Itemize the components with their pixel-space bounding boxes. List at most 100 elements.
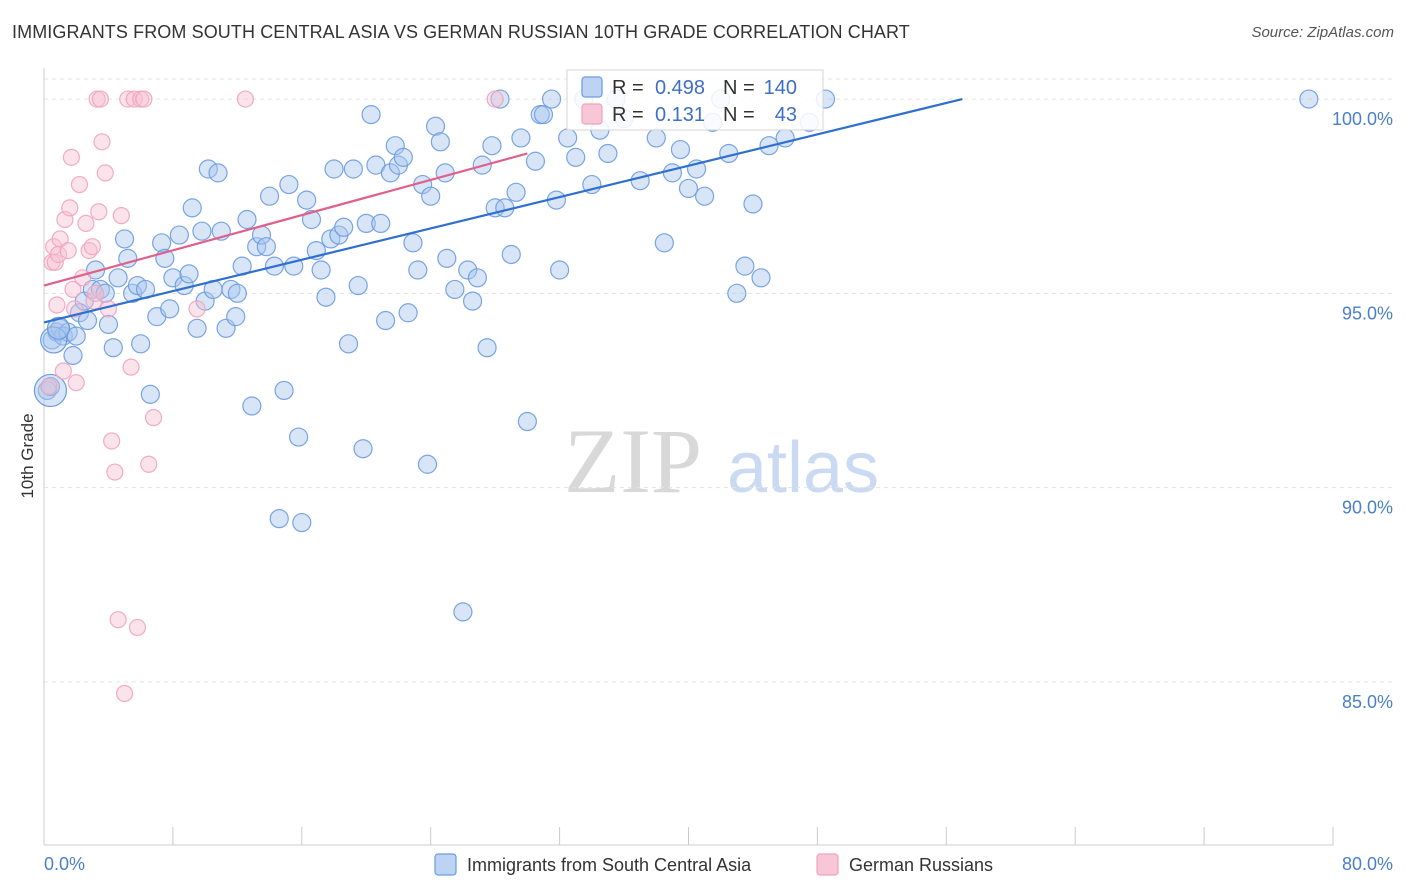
data-point-large [46, 316, 71, 340]
data-point [48, 296, 66, 314]
stats-legend: R = 0.498 N = 140 R = 0.131 N = 43 [566, 69, 824, 131]
data-point [62, 148, 80, 166]
data-point [152, 233, 172, 253]
chart-source: Source: ZipAtlas.com [1251, 24, 1394, 41]
data-point [743, 194, 763, 214]
chart-title: IMMIGRANTS FROM SOUTH CENTRAL ASIA VS GE… [12, 22, 910, 42]
data-point [103, 338, 123, 358]
data-point [108, 268, 128, 288]
data-point [566, 147, 586, 167]
data-point [393, 147, 413, 167]
data-point [140, 455, 158, 473]
data-point [654, 233, 674, 253]
data-point [54, 362, 72, 380]
series-legend: Immigrants from South Central Asia Germa… [434, 853, 993, 876]
data-point [425, 116, 446, 136]
data-point [348, 275, 368, 296]
data-point [361, 105, 381, 125]
data-point [86, 284, 105, 302]
data-point [135, 90, 153, 108]
data-point [324, 159, 344, 179]
data-point [408, 260, 428, 280]
data-point [91, 90, 109, 108]
stats-swatch-blue [581, 76, 603, 98]
data-point [279, 174, 299, 195]
data-point [356, 213, 376, 233]
data-point [678, 178, 699, 199]
data-point [435, 163, 455, 183]
y-tick-label: 85.0% [1342, 692, 1393, 712]
stats-r-label-1: R = [612, 77, 644, 99]
data-point [735, 256, 755, 276]
data-point [106, 463, 124, 481]
stats-r-value-2: 0.131 [655, 104, 705, 126]
data-point [458, 260, 478, 280]
data-point [501, 244, 521, 265]
data-point [343, 159, 363, 179]
data-point [140, 384, 160, 404]
data-point [61, 199, 79, 217]
gridlines [44, 78, 1393, 683]
data-point [144, 409, 163, 427]
stats-n-label-2: N = [723, 104, 755, 126]
data-point [179, 264, 199, 284]
data-point [242, 396, 262, 416]
data-point [297, 190, 317, 210]
data-point [533, 105, 554, 125]
data-point [192, 221, 212, 241]
data-point [506, 182, 526, 202]
data-point [163, 268, 183, 288]
legend-swatch-german-russians [816, 853, 839, 876]
stats-r-value-1: 0.498 [655, 77, 705, 99]
data-point [269, 509, 289, 529]
data-point [1299, 89, 1319, 109]
data-point [188, 300, 206, 318]
data-point [70, 175, 89, 194]
data-point [292, 512, 312, 533]
data-point [160, 299, 180, 319]
data-point [66, 300, 84, 318]
data-point [662, 163, 682, 183]
data-point [541, 89, 562, 109]
data-point [353, 439, 373, 459]
trendline-immigrants [43, 98, 963, 324]
data-point [375, 310, 396, 331]
data-point [40, 377, 58, 396]
data-point [462, 291, 483, 311]
stats-swatch-pink [581, 103, 603, 125]
data-point [103, 432, 121, 450]
data-point [128, 618, 147, 637]
data-point [64, 280, 82, 299]
legend-label-immigrants: Immigrants from South Central Asia [467, 855, 752, 875]
data-point [256, 237, 276, 257]
stats-n-value-1: 140 [764, 77, 797, 99]
data-point [549, 260, 570, 280]
trendlines [43, 98, 963, 324]
y-tick-label: 90.0% [1342, 498, 1393, 518]
y-tick-label: 95.0% [1342, 303, 1393, 323]
legend-label-german-russians: German Russians [849, 855, 993, 875]
stats-r-label-2: R = [612, 104, 644, 126]
data-point [122, 358, 140, 376]
data-point [727, 283, 747, 303]
data-point [90, 203, 108, 221]
watermark: ZIP atlas [564, 410, 879, 512]
data-point [598, 143, 618, 164]
y-axis-title: 10th Grade [18, 413, 37, 498]
stats-n-value-2: 43 [775, 104, 797, 126]
data-point [198, 159, 218, 179]
data-point [334, 217, 354, 237]
data-point [398, 303, 418, 323]
series-german-russians-points [40, 90, 504, 703]
y-tick-labels: 100.0% 95.0% 90.0% 85.0% [1332, 109, 1393, 712]
data-point [63, 345, 83, 366]
data-point [237, 209, 257, 230]
data-point-large [40, 326, 68, 354]
data-point [236, 90, 255, 108]
data-point [486, 90, 504, 108]
x-tick-label-max: 80.0% [1342, 854, 1393, 874]
data-point [417, 454, 438, 474]
watermark-zip: ZIP [564, 410, 702, 512]
data-point [109, 611, 127, 629]
